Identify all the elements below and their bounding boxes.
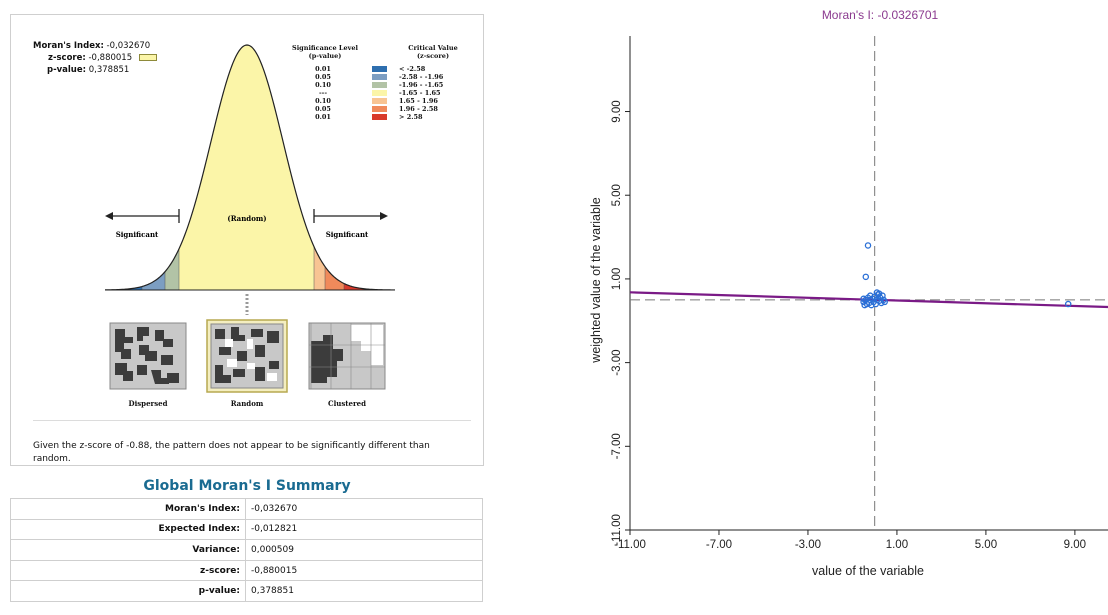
left-arrow-head: [105, 212, 113, 220]
legend-swatch: [372, 82, 387, 88]
legend-significance: 0.01: [315, 113, 331, 121]
left-significant-label: Significant: [116, 230, 159, 239]
data-point: [866, 292, 874, 299]
stat-label: p-value:: [47, 65, 87, 75]
legend-row: 0.01 > 2.58: [283, 113, 493, 121]
legend-significance: 0.05: [315, 105, 331, 113]
stat-value: -0,032670: [106, 41, 151, 51]
stat-label: z-score:: [48, 53, 86, 63]
explanation-line: Given the z-score of -0.88, the pattern …: [33, 441, 430, 451]
legend-row: 0.10 1.65 - 1.96: [283, 97, 493, 105]
dispersed-caption: Dispersed: [128, 399, 168, 408]
chart-title: Moran's I: -0.0326701: [822, 8, 939, 22]
legend-significance: 0.10: [315, 81, 331, 89]
legend-critical-header: Critical Value (z-score): [393, 44, 473, 60]
table-row: Moran's Index: -0,032670: [10, 498, 483, 520]
right-arrow-head: [380, 212, 388, 220]
legend-swatch: [372, 90, 387, 96]
clustered-caption: Clustered: [328, 399, 366, 408]
y-tick-label: -3.00: [611, 350, 623, 376]
x-tick-label: 5.00: [975, 539, 997, 551]
y-tick-label: 9.00: [611, 100, 623, 122]
report-divider: [33, 420, 471, 421]
z-score-swatch: [138, 54, 157, 61]
data-point: [862, 273, 870, 281]
bell-curve-graphic: Significant (Random) Significant: [104, 44, 396, 315]
legend-significance: 0.01: [315, 65, 331, 73]
x-tick-label: -3.00: [795, 539, 821, 551]
bell-curve-outline: [104, 44, 396, 291]
legend-header-text: Significance Level: [292, 44, 358, 52]
legend-critical-value: < -2.58: [399, 65, 426, 73]
random-caption: Random: [230, 399, 264, 408]
legend-significance: 0.10: [315, 97, 331, 105]
data-point: [864, 242, 872, 249]
legend-significance-header: Significance Level (p-value): [285, 44, 365, 60]
legend-swatch: [372, 74, 387, 80]
dispersed-map-thumbnail: [109, 322, 187, 390]
legend-header-subtext: (p-value): [308, 52, 342, 60]
table-row: p-value: 0,378851: [10, 580, 483, 602]
legend-critical-value: -2.58 - -1.96: [399, 73, 444, 81]
table-row: z-score: -0,880015: [10, 559, 483, 582]
x-tick-label: -11.00: [614, 539, 646, 551]
legend-significance: ---: [318, 89, 328, 97]
legend-swatch: [372, 98, 387, 104]
summary-title: Global Moran's I Summary: [143, 478, 351, 494]
legend-header-text: Critical Value: [408, 44, 458, 52]
x-tick-label: -7.00: [706, 539, 732, 551]
y-tick-label: 5.00: [611, 184, 623, 206]
data-point: [1064, 300, 1072, 308]
stat-label: Moran's Index:: [33, 41, 104, 51]
table-row: Variance: 0,000509: [10, 539, 483, 561]
legend-row: --- -1.65 - 1.65: [283, 89, 493, 97]
stat-p-value: p-value: 0,378851: [33, 64, 157, 76]
pattern-maps: [109, 319, 386, 393]
legend-significance: 0.05: [315, 73, 331, 81]
moran-report-panel: Moran's Index: -0,032670 z-score: -0,880…: [10, 14, 484, 466]
legend-row: 0.05 1.96 - 2.58: [283, 105, 493, 113]
data-point: [875, 290, 883, 297]
report-stats: Moran's Index: -0,032670 z-score: -0,880…: [33, 40, 157, 76]
legend-row: 0.10 -1.96 - -1.65: [283, 81, 493, 89]
stat-value: -0,880015: [88, 53, 133, 63]
row-value: 0,378851: [245, 580, 483, 602]
random-map-thumbnail: [206, 319, 288, 393]
explanation-line: random.: [33, 454, 71, 464]
y-tick-label: 1.00: [611, 268, 623, 290]
stat-morans-index: Moran's Index: -0,032670: [33, 40, 157, 52]
legend-critical-value: > 2.58: [399, 113, 423, 121]
x-tick-label: 1.00: [886, 539, 908, 551]
legend-critical-value: -1.65 - 1.65: [399, 89, 441, 97]
x-tick-label: 9.00: [1064, 539, 1086, 551]
summary-table: Moran's Index: -0,032670 Expected Index: -…: [10, 498, 483, 602]
x-axis-label: value of the variable: [812, 564, 924, 578]
stat-value: 0,378851: [88, 65, 130, 75]
legend-critical-value: -1.96 - -1.65: [399, 81, 444, 89]
random-label: (Random): [227, 214, 266, 223]
data-point: [881, 298, 888, 306]
legend-header-subtext: (z-score): [416, 52, 450, 60]
legend-critical-value: 1.65 - 1.96: [399, 97, 438, 105]
legend-row: 0.05 -2.58 - -1.96: [283, 73, 493, 81]
stat-z-score: z-score: -0,880015: [33, 52, 157, 64]
y-tick-label: -11.00: [611, 514, 623, 546]
y-axis-label: weighted value of the variable: [589, 197, 603, 363]
legend-critical-value: 1.96 - 2.58: [399, 105, 438, 113]
legend-row: 0.01 < -2.58: [283, 65, 493, 73]
legend-swatch: [372, 106, 387, 112]
legend-swatch: [372, 66, 387, 72]
clustered-map-thumbnail: [308, 322, 386, 390]
legend-swatch: [372, 114, 387, 120]
explanation-text: Given the z-score of -0.88, the pattern …: [33, 440, 463, 466]
y-tick-label: -7.00: [611, 433, 623, 459]
right-significant-label: Significant: [326, 230, 369, 239]
